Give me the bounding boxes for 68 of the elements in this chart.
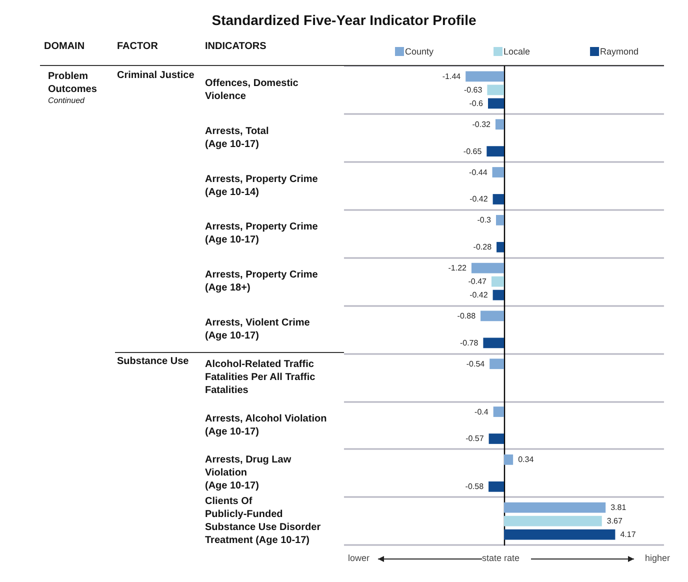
- bar: [486, 146, 504, 157]
- text: Substance Use: [117, 356, 189, 367]
- bar: [466, 71, 504, 82]
- y-tick-label: Arrests, Property Crime (Age 10-17): [205, 222, 318, 246]
- legend-label: Raymond: [600, 46, 639, 56]
- bar: [495, 119, 504, 130]
- y-tick-label: Clients Of Publicly-Funded Substance Use Disorder Treatment (Age 10-17): [205, 496, 324, 546]
- data-label: -1.44: [442, 72, 462, 81]
- data-label: -1.22: [448, 264, 468, 273]
- data-label: 3.67: [606, 516, 623, 526]
- y-tick-label: Alcohol-Related Traffic Fatalities Per All Traffic Fatalities: [205, 358, 318, 396]
- bar: [496, 214, 504, 226]
- bar: [504, 454, 514, 465]
- data-label: 0.34: [518, 455, 534, 464]
- chart-title: Standardized Five-Year Indicator Profile: [212, 12, 476, 28]
- text: lower: [348, 553, 370, 563]
- y-tick-label: Arrests, Property Crime (Age 18+): [205, 270, 318, 294]
- y-tick-label: Offences, Domestic Violence: [205, 78, 302, 102]
- bar: [488, 98, 504, 109]
- data-label: -0.44: [469, 168, 488, 177]
- data-label: -0.78: [460, 338, 479, 348]
- data-label: -0.42: [470, 290, 488, 300]
- bar: [492, 167, 504, 178]
- text: DOMAIN: [44, 41, 85, 52]
- bar: [492, 290, 504, 300]
- data-label: -0.57: [466, 434, 484, 444]
- data-label: -0.42: [470, 194, 488, 204]
- data-label: -0.28: [473, 242, 492, 252]
- bar: [496, 242, 504, 252]
- y-tick-label: Arrests, Alcohol Violation (Age 10-17): [205, 413, 327, 438]
- text: Problem Outcomes: [48, 70, 98, 96]
- data-label: -0.47: [468, 277, 488, 286]
- bar: [490, 358, 504, 370]
- y-tick-label: Arrests, Drug Law Violation (Age 10-17): [205, 454, 294, 492]
- data-label: -0.88: [457, 311, 476, 320]
- text: higher: [645, 553, 670, 563]
- y-tick-label: Arrests, Violent Crime (Age 10-17): [205, 317, 310, 342]
- bar: [504, 529, 616, 540]
- x-axis-title: state rate: [482, 553, 520, 563]
- bar: [504, 516, 602, 526]
- data-label: -0.6: [469, 98, 484, 108]
- data-label: -0.4: [474, 407, 489, 416]
- data-label: 3.81: [610, 503, 627, 512]
- bar: [493, 406, 504, 417]
- y-tick-label: Arrests, Property Crime (Age 10-14): [205, 174, 318, 198]
- y-tick-label: Arrests, Total (Age 10-17): [205, 126, 269, 150]
- bar: [483, 338, 504, 348]
- data-label: -0.54: [466, 359, 486, 368]
- bar: [480, 310, 504, 322]
- text: Criminal Justice: [117, 70, 194, 81]
- y-axis-title: INDICATORS: [205, 41, 266, 52]
- legend-label: Locale: [504, 46, 530, 56]
- data-label: -0.3: [477, 216, 492, 225]
- bar: [488, 434, 504, 444]
- bar: [492, 194, 504, 204]
- bar: [471, 262, 504, 274]
- bar: [488, 481, 504, 492]
- data-label: -0.65: [463, 146, 482, 156]
- text: FACTOR: [117, 41, 158, 52]
- data-label: -0.58: [465, 482, 484, 492]
- bar: [487, 84, 504, 96]
- data-label: 4.17: [620, 530, 636, 540]
- text: Continued: [48, 96, 84, 105]
- bar: [491, 276, 504, 287]
- bar: [504, 502, 606, 513]
- data-label: -0.63: [464, 85, 483, 94]
- legend-label: County: [405, 46, 434, 56]
- data-label: -0.32: [472, 120, 492, 129]
